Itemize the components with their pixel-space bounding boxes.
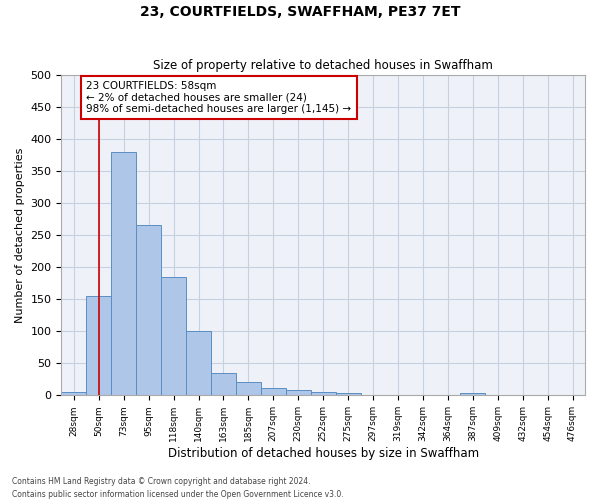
X-axis label: Distribution of detached houses by size in Swaffham: Distribution of detached houses by size …	[167, 447, 479, 460]
Title: Size of property relative to detached houses in Swaffham: Size of property relative to detached ho…	[153, 59, 493, 72]
Bar	[186, 330, 211, 396]
Bar	[161, 276, 186, 396]
Bar	[311, 392, 335, 396]
Bar	[86, 296, 111, 396]
Bar	[136, 226, 161, 396]
Y-axis label: Number of detached properties: Number of detached properties	[15, 148, 25, 322]
Bar	[61, 392, 86, 396]
Bar	[286, 390, 311, 396]
Bar	[460, 394, 485, 396]
Bar	[236, 382, 261, 396]
Text: Contains HM Land Registry data © Crown copyright and database right 2024.
Contai: Contains HM Land Registry data © Crown c…	[12, 478, 344, 499]
Bar	[335, 394, 361, 396]
Bar	[211, 373, 236, 396]
Text: 23 COURTFIELDS: 58sqm
← 2% of detached houses are smaller (24)
98% of semi-detac: 23 COURTFIELDS: 58sqm ← 2% of detached h…	[86, 81, 352, 114]
Text: 23, COURTFIELDS, SWAFFHAM, PE37 7ET: 23, COURTFIELDS, SWAFFHAM, PE37 7ET	[140, 5, 460, 19]
Bar	[111, 152, 136, 396]
Bar	[361, 394, 386, 396]
Bar	[261, 388, 286, 396]
